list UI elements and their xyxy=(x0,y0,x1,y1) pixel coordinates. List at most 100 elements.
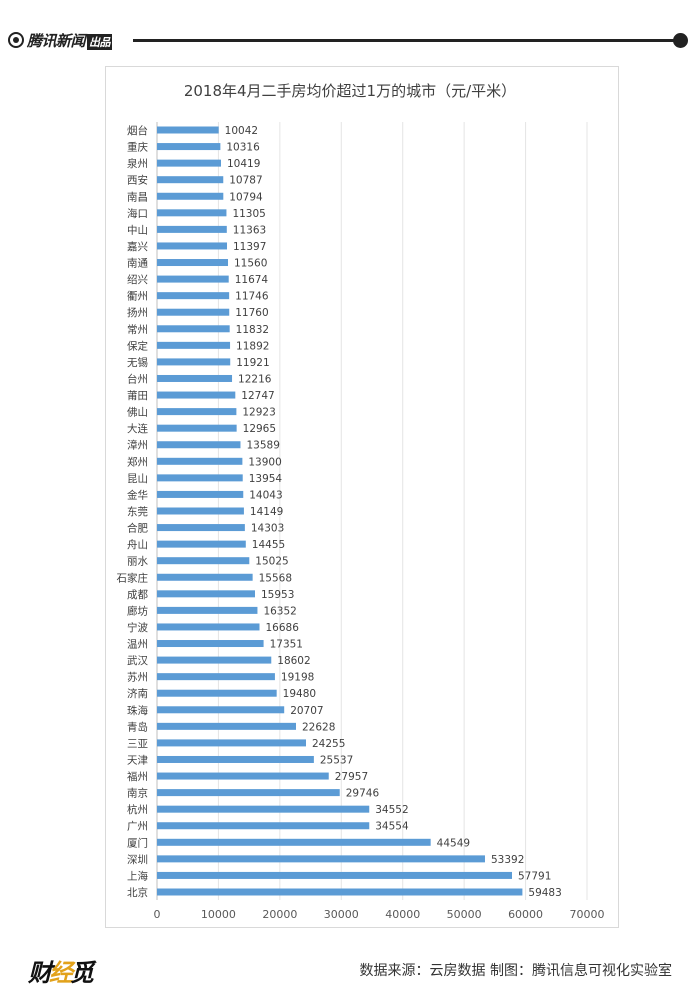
category-label: 中山 xyxy=(127,223,148,236)
data-label: 15953 xyxy=(261,589,294,601)
category-label: 西安 xyxy=(127,174,148,187)
data-label: 11674 xyxy=(235,274,269,286)
category-label: 成都 xyxy=(127,589,148,601)
category-label: 台州 xyxy=(127,372,148,385)
category-label: 泉州 xyxy=(127,157,148,170)
category-label: 苏州 xyxy=(127,671,148,684)
bar xyxy=(157,159,222,167)
bar xyxy=(157,689,277,697)
bar xyxy=(157,772,329,780)
category-label: 济南 xyxy=(127,687,148,700)
brand-name: 腾讯新闻 xyxy=(27,32,86,50)
bar xyxy=(157,706,285,714)
bar xyxy=(157,209,227,217)
data-label: 11832 xyxy=(236,324,269,336)
bar xyxy=(157,524,245,532)
category-label: 扬州 xyxy=(127,306,148,319)
data-label: 11892 xyxy=(236,340,269,352)
data-label: 20707 xyxy=(290,705,323,717)
data-label: 14303 xyxy=(251,523,284,535)
category-label: 厦门 xyxy=(127,836,148,849)
category-label: 金华 xyxy=(127,488,148,501)
bar xyxy=(157,424,237,432)
category-label: 大连 xyxy=(127,422,148,435)
header-divider xyxy=(133,39,678,42)
bar xyxy=(157,242,228,250)
category-label: 宁波 xyxy=(127,621,148,634)
bar xyxy=(157,623,260,631)
bar xyxy=(157,408,237,416)
category-label: 南京 xyxy=(127,787,148,800)
category-label: 保定 xyxy=(127,339,148,352)
bar xyxy=(157,822,370,830)
category-label: 郑州 xyxy=(127,455,148,468)
data-label: 16686 xyxy=(265,622,299,634)
bar xyxy=(157,722,297,730)
data-label: 14149 xyxy=(250,506,283,518)
category-label: 舟山 xyxy=(127,538,148,551)
category-label: 丽水 xyxy=(127,556,148,568)
category-label: 烟台 xyxy=(127,124,148,137)
footer-logo-part3: 觅 xyxy=(70,959,94,987)
data-label: 12747 xyxy=(241,390,274,402)
data-label: 17351 xyxy=(270,639,303,651)
bar xyxy=(157,474,243,482)
data-label: 11305 xyxy=(232,208,265,220)
data-label: 29746 xyxy=(346,788,380,800)
category-label: 衢州 xyxy=(127,291,148,303)
category-label: 重庆 xyxy=(127,141,148,154)
data-label: 10794 xyxy=(229,191,263,203)
x-tick-label: 10000 xyxy=(201,908,236,921)
category-label: 昆山 xyxy=(127,473,148,485)
data-label: 12216 xyxy=(238,373,272,385)
category-label: 福州 xyxy=(127,770,148,783)
category-label: 莆田 xyxy=(127,389,148,402)
data-label: 19480 xyxy=(283,688,316,700)
data-label: 11921 xyxy=(236,357,269,369)
data-label: 27957 xyxy=(335,771,368,783)
bar xyxy=(157,789,340,797)
bar xyxy=(157,441,241,449)
x-tick-label: 60000 xyxy=(508,908,543,921)
bar xyxy=(157,225,227,233)
bar xyxy=(157,143,221,151)
category-label: 东莞 xyxy=(127,505,148,518)
data-source-credit: 数据来源：云房数据 制图：腾讯信息可视化实验室 xyxy=(359,963,672,979)
data-label: 11560 xyxy=(234,258,267,270)
bar xyxy=(157,871,513,879)
data-label: 10419 xyxy=(227,158,260,170)
data-label: 13954 xyxy=(249,473,283,485)
category-label: 武汉 xyxy=(127,654,148,667)
category-label: 石家庄 xyxy=(117,571,149,584)
brand-tag: 出品 xyxy=(87,34,113,50)
bar xyxy=(157,358,231,366)
x-tick-label: 0 xyxy=(154,908,161,921)
data-label: 11363 xyxy=(233,224,266,236)
bar xyxy=(157,888,523,896)
category-label: 廊坊 xyxy=(127,604,148,617)
data-label: 13589 xyxy=(246,440,279,452)
data-label: 10787 xyxy=(229,175,262,187)
bar xyxy=(157,275,229,283)
data-label: 19198 xyxy=(281,672,314,684)
data-label: 24255 xyxy=(312,738,345,750)
category-label: 南昌 xyxy=(127,190,148,203)
bar xyxy=(157,176,224,184)
bar xyxy=(157,292,230,300)
x-tick-label: 40000 xyxy=(385,908,420,921)
category-label: 三亚 xyxy=(127,738,148,750)
category-label: 珠海 xyxy=(127,704,148,717)
x-tick-label: 70000 xyxy=(570,908,605,921)
bar xyxy=(157,490,244,498)
x-tick-label: 50000 xyxy=(447,908,482,921)
bar xyxy=(157,557,250,565)
x-tick-label: 20000 xyxy=(262,908,297,921)
bar xyxy=(157,590,255,598)
footer-logo: 财经觅 xyxy=(28,953,94,988)
data-label: 34554 xyxy=(375,821,409,833)
category-label: 温州 xyxy=(127,639,148,651)
data-label: 15568 xyxy=(259,572,292,584)
data-label: 13900 xyxy=(248,456,281,468)
data-label: 12923 xyxy=(242,407,275,419)
